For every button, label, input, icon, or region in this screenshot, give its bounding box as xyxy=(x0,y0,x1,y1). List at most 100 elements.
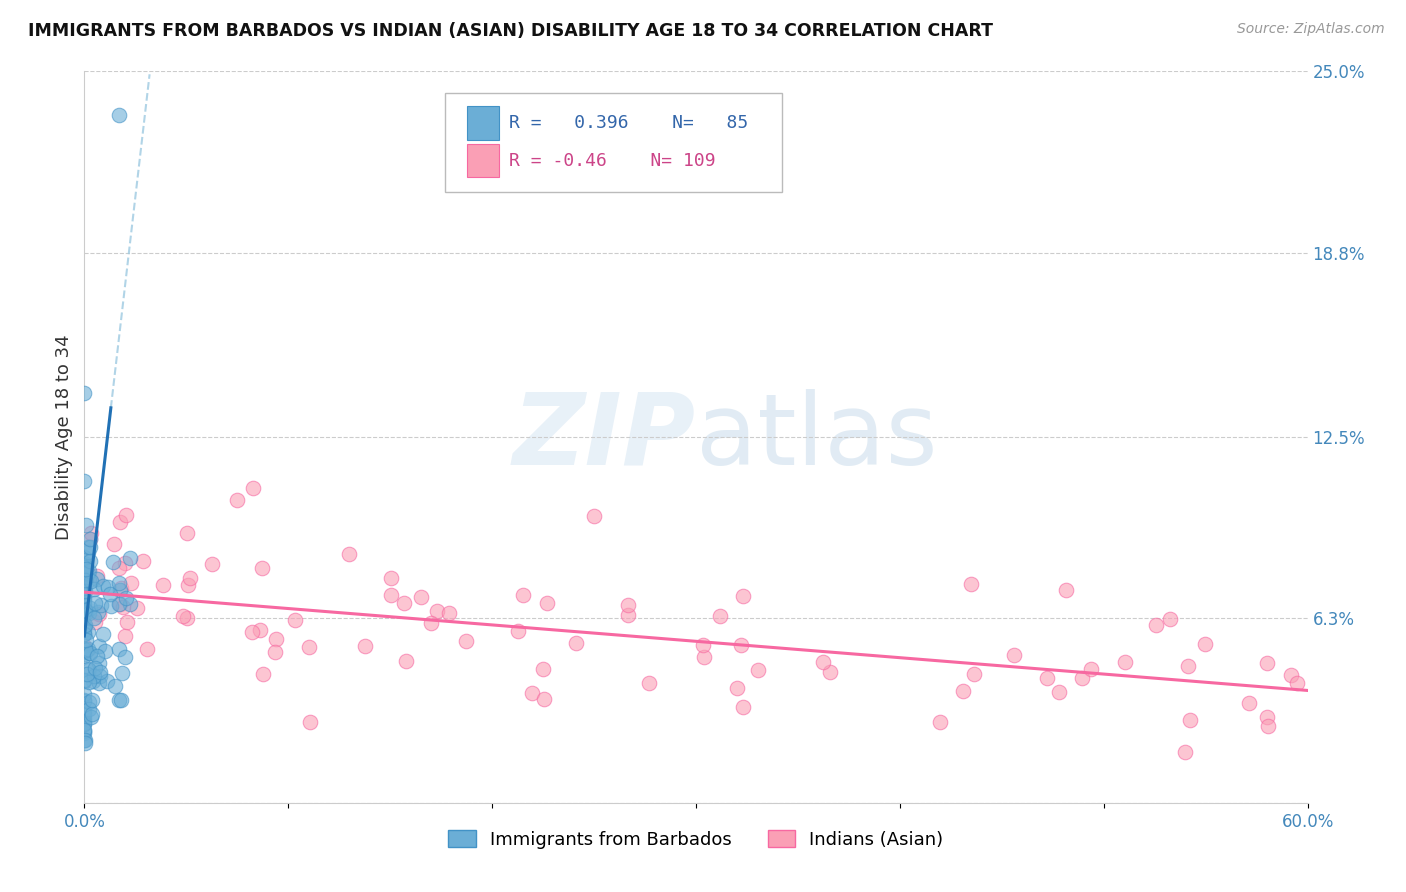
Indians (Asian) xyxy=(1194,637,1216,651)
FancyBboxPatch shape xyxy=(467,144,499,178)
Immigrants from Barbados xyxy=(89,665,111,679)
Indians (Asian) xyxy=(120,576,142,591)
Immigrants from Barbados xyxy=(89,656,111,670)
Indians (Asian) xyxy=(1257,719,1279,733)
Immigrants from Barbados xyxy=(77,663,100,677)
Immigrants from Barbados xyxy=(101,555,124,569)
Indians (Asian) xyxy=(1080,662,1102,676)
Immigrants from Barbados xyxy=(104,679,127,693)
Immigrants from Barbados xyxy=(73,726,96,740)
Indians (Asian) xyxy=(177,577,200,591)
Immigrants from Barbados xyxy=(86,649,108,664)
Indians (Asian) xyxy=(638,676,661,690)
Text: R = -0.46    N= 109: R = -0.46 N= 109 xyxy=(509,152,716,169)
Indians (Asian) xyxy=(730,638,752,652)
Immigrants from Barbados xyxy=(79,695,101,709)
Indians (Asian) xyxy=(127,600,149,615)
Indians (Asian) xyxy=(1036,671,1059,685)
Immigrants from Barbados xyxy=(73,607,96,621)
Indians (Asian) xyxy=(108,597,131,611)
Indians (Asian) xyxy=(263,644,285,658)
Indians (Asian) xyxy=(409,591,432,605)
Immigrants from Barbados xyxy=(108,582,131,597)
Indians (Asian) xyxy=(80,525,103,540)
Immigrants from Barbados xyxy=(73,574,96,589)
Immigrants from Barbados xyxy=(118,551,141,566)
Immigrants from Barbados xyxy=(108,108,131,122)
Indians (Asian) xyxy=(264,632,287,647)
Immigrants from Barbados xyxy=(73,704,96,718)
Indians (Asian) xyxy=(252,667,274,681)
Indians (Asian) xyxy=(394,596,416,610)
FancyBboxPatch shape xyxy=(467,106,499,140)
Immigrants from Barbados xyxy=(79,565,101,579)
Indians (Asian) xyxy=(1256,656,1278,670)
Indians (Asian) xyxy=(692,638,714,652)
Immigrants from Barbados xyxy=(90,598,112,612)
Indians (Asian) xyxy=(73,639,96,653)
Indians (Asian) xyxy=(179,571,201,585)
Immigrants from Barbados xyxy=(73,711,96,725)
Text: ZIP: ZIP xyxy=(513,389,696,485)
Immigrants from Barbados xyxy=(80,574,103,588)
Indians (Asian) xyxy=(512,588,534,602)
Indians (Asian) xyxy=(583,509,606,524)
Immigrants from Barbados xyxy=(100,599,122,614)
Indians (Asian) xyxy=(114,557,136,571)
Indians (Asian) xyxy=(456,634,478,648)
Indians (Asian) xyxy=(79,532,101,546)
Immigrants from Barbados xyxy=(80,706,103,721)
Immigrants from Barbados xyxy=(98,586,121,600)
Indians (Asian) xyxy=(1180,713,1202,727)
Indians (Asian) xyxy=(240,624,263,639)
Immigrants from Barbados xyxy=(96,673,118,688)
Immigrants from Barbados xyxy=(73,598,96,612)
Indians (Asian) xyxy=(103,537,125,551)
Immigrants from Barbados xyxy=(73,673,96,688)
Immigrants from Barbados xyxy=(83,669,105,683)
Immigrants from Barbados xyxy=(77,674,100,689)
Text: R =   0.396    N=   85: R = 0.396 N= 85 xyxy=(509,113,748,131)
Immigrants from Barbados xyxy=(75,517,97,532)
Immigrants from Barbados xyxy=(73,581,96,595)
Immigrants from Barbados xyxy=(73,694,96,708)
Text: atlas: atlas xyxy=(696,389,938,485)
Immigrants from Barbados xyxy=(73,687,96,701)
Immigrants from Barbados xyxy=(73,590,96,604)
Indians (Asian) xyxy=(242,481,264,495)
Immigrants from Barbados xyxy=(75,563,97,577)
Indians (Asian) xyxy=(132,554,155,568)
Indians (Asian) xyxy=(692,650,714,665)
Indians (Asian) xyxy=(731,700,754,714)
Immigrants from Barbados xyxy=(73,560,96,574)
Indians (Asian) xyxy=(437,606,460,620)
Indians (Asian) xyxy=(84,615,107,629)
Immigrants from Barbados xyxy=(83,582,105,596)
Indians (Asian) xyxy=(725,681,748,695)
Indians (Asian) xyxy=(747,664,769,678)
Immigrants from Barbados xyxy=(73,606,96,620)
Indians (Asian) xyxy=(1286,676,1309,690)
Immigrants from Barbados xyxy=(83,610,105,624)
Indians (Asian) xyxy=(1047,684,1070,698)
Indians (Asian) xyxy=(533,692,555,706)
Indians (Asian) xyxy=(963,667,986,681)
Indians (Asian) xyxy=(1174,745,1197,759)
Immigrants from Barbados xyxy=(73,474,96,488)
Indians (Asian) xyxy=(108,561,131,575)
Immigrants from Barbados xyxy=(77,641,100,656)
Immigrants from Barbados xyxy=(73,605,96,619)
Immigrants from Barbados xyxy=(79,646,101,660)
Immigrants from Barbados xyxy=(75,733,97,747)
Immigrants from Barbados xyxy=(97,580,120,594)
Indians (Asian) xyxy=(1002,648,1025,662)
Immigrants from Barbados xyxy=(79,646,101,660)
Immigrants from Barbados xyxy=(80,710,103,724)
Indians (Asian) xyxy=(249,624,271,638)
Immigrants from Barbados xyxy=(77,566,100,581)
Immigrants from Barbados xyxy=(73,618,96,632)
Immigrants from Barbados xyxy=(80,693,103,707)
Text: IMMIGRANTS FROM BARBADOS VS INDIAN (ASIAN) DISABILITY AGE 18 TO 34 CORRELATION C: IMMIGRANTS FROM BARBADOS VS INDIAN (ASIA… xyxy=(28,22,993,40)
Indians (Asian) xyxy=(1070,671,1092,685)
Indians (Asian) xyxy=(1237,696,1260,710)
